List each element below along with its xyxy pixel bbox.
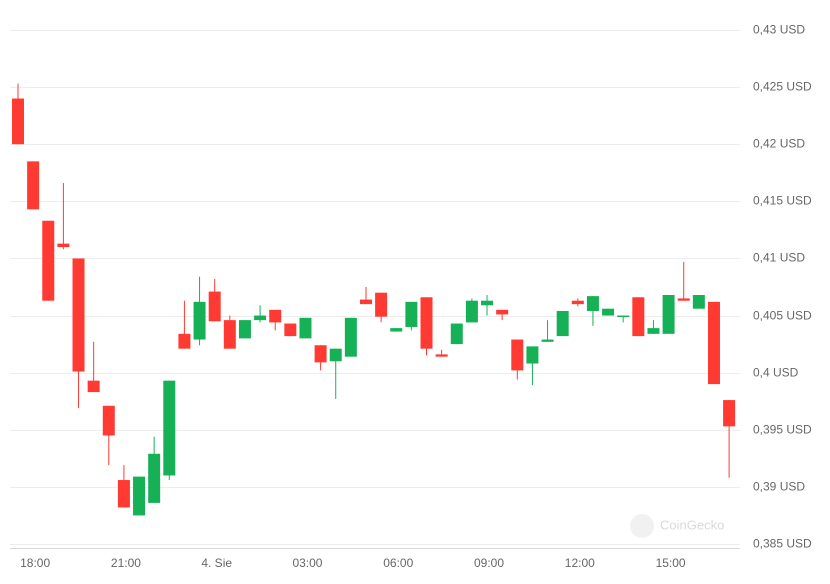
y-tick-label: 0,43 USD [753,23,805,37]
candle-body [541,339,554,342]
candle-body [481,300,494,306]
y-tick-label: 0,41 USD [753,251,805,265]
candle-body [359,299,372,305]
candle-body [87,380,100,393]
y-tick-label: 0,4 USD [753,366,799,380]
candle-body [647,328,660,334]
candle-body [435,354,448,357]
candle-body [465,300,478,323]
y-tick-label: 0,385 USD [753,537,812,551]
candle-body [314,345,327,363]
candle-body [420,297,433,349]
candle-body [299,317,312,339]
candle-body [692,294,705,309]
candle-body [284,323,297,337]
candle-body [571,300,584,305]
candle-body [344,317,357,357]
y-tick-label: 0,405 USD [753,309,812,323]
candle-body [496,309,509,315]
candle-body [556,310,569,337]
x-tick-label: 03:00 [292,556,322,570]
y-tick-label: 0,415 USD [753,194,812,208]
candle-body [148,453,161,503]
x-tick-label: 09:00 [474,556,504,570]
candle-body [662,294,675,334]
candle-body [707,301,720,385]
x-tick-label: 12:00 [565,556,595,570]
x-tick-label: 21:00 [111,556,141,570]
candle-body [133,476,146,516]
y-tick-label: 0,42 USD [753,137,805,151]
candle-body [511,339,524,371]
candle-body [526,346,539,364]
candle-body [254,315,267,321]
candle-body [12,98,24,145]
candle-body [223,320,236,349]
candle-body [586,296,599,311]
candle-body [42,220,55,301]
candle-body [329,348,342,362]
candle-body [178,333,191,349]
candle-body [117,480,130,508]
candle-body [390,328,403,332]
candle-body [208,291,221,322]
candle-body [723,400,736,427]
candle-body [57,243,70,248]
candle-body [269,309,282,323]
y-tick-label: 0,39 USD [753,480,805,494]
watermark: CoinGecko [630,514,724,538]
candle-body [238,320,251,339]
watermark-text: CoinGecko [660,517,724,532]
candle-body [677,298,690,301]
x-tick-label: 18:00 [20,556,50,570]
candle-body [102,405,115,436]
candle-body [163,380,176,476]
y-tick-label: 0,425 USD [753,80,812,94]
candle-body [72,258,85,372]
candle-body [27,161,40,210]
candle-body [193,301,206,340]
x-tick-label: 06:00 [383,556,413,570]
x-tick-label: 15:00 [656,556,686,570]
x-tick-label: 4. Sie [201,556,232,570]
watermark-icon [630,514,654,538]
candle-body [375,292,388,317]
candle-body [405,301,418,327]
candle-body [617,315,630,318]
candle-body [632,297,645,337]
candle-body [602,308,615,316]
candle-body [450,323,463,345]
y-tick-label: 0,395 USD [753,423,812,437]
